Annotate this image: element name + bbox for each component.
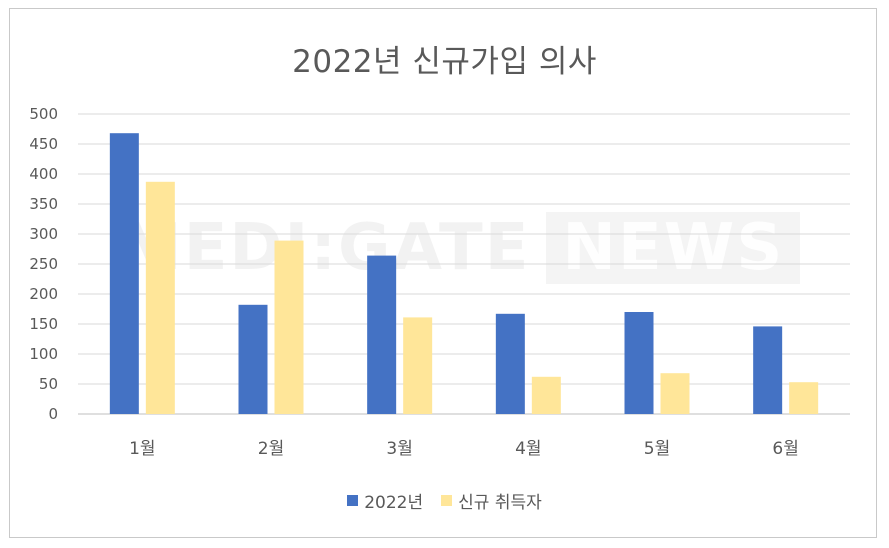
bar-series-0-5월 [624, 312, 654, 414]
bar-series-1-3월 [403, 317, 433, 414]
bar-series-1-2월 [274, 240, 304, 414]
y-tick-label: 100 [29, 345, 58, 363]
bars [109, 133, 819, 414]
y-tick-label: 300 [29, 225, 58, 243]
legend-item-series-0: 2022년 [347, 488, 423, 513]
x-tick-label: 3월 [386, 439, 412, 459]
y-tick-label: 250 [29, 255, 58, 273]
chart-title: 2022년 신규가입 의사 [292, 44, 597, 80]
legend-label-series-0: 2022년 [364, 493, 424, 513]
y-tick-label: 400 [29, 165, 58, 183]
bar-series-0-6월 [753, 326, 783, 414]
y-axis-ticks: 0 50 100 150 200 250 300 350 400 450 500 [29, 105, 58, 423]
grid-lines [78, 113, 850, 415]
watermark-logo: MEDI:GATE NEWS [118, 211, 801, 285]
legend-swatch-series-1 [441, 495, 453, 506]
bar-series-0-4월 [495, 313, 525, 414]
watermark-left: MEDI:GATE [118, 211, 531, 285]
watermark-right: NEWS [546, 211, 801, 285]
y-tick-label: 200 [29, 285, 58, 303]
x-tick-label: 6월 [772, 439, 798, 459]
y-tick-label: 150 [29, 315, 58, 333]
bar-series-1-4월 [531, 376, 561, 414]
x-tick-label: 1월 [129, 439, 155, 459]
bar-series-0-2월 [238, 304, 268, 414]
y-tick-label: 0 [48, 405, 58, 423]
y-tick-label: 350 [29, 195, 58, 213]
y-tick-label: 450 [29, 135, 58, 153]
bar-series-1-5월 [660, 373, 690, 414]
bar-series-0-3월 [367, 255, 397, 414]
y-tick-label: 50 [39, 375, 58, 393]
bar-series-0-1월 [109, 133, 139, 414]
bar-series-1-1월 [145, 181, 175, 414]
bar-series-1-6월 [789, 382, 819, 414]
legend-item-series-1: 신규 취득자 [441, 488, 542, 513]
y-tick-label: 500 [29, 105, 58, 123]
legend-swatch-series-0 [347, 495, 359, 506]
x-tick-label: 4월 [515, 439, 541, 459]
legend-label-series-1: 신규 취득자 [458, 493, 542, 513]
x-tick-label: 5월 [644, 439, 670, 459]
legend: 2022년 신규 취득자 [0, 488, 889, 513]
x-axis-ticks: 1월 2월 3월 4월 5월 6월 [129, 439, 799, 459]
x-tick-label: 2월 [258, 439, 284, 459]
